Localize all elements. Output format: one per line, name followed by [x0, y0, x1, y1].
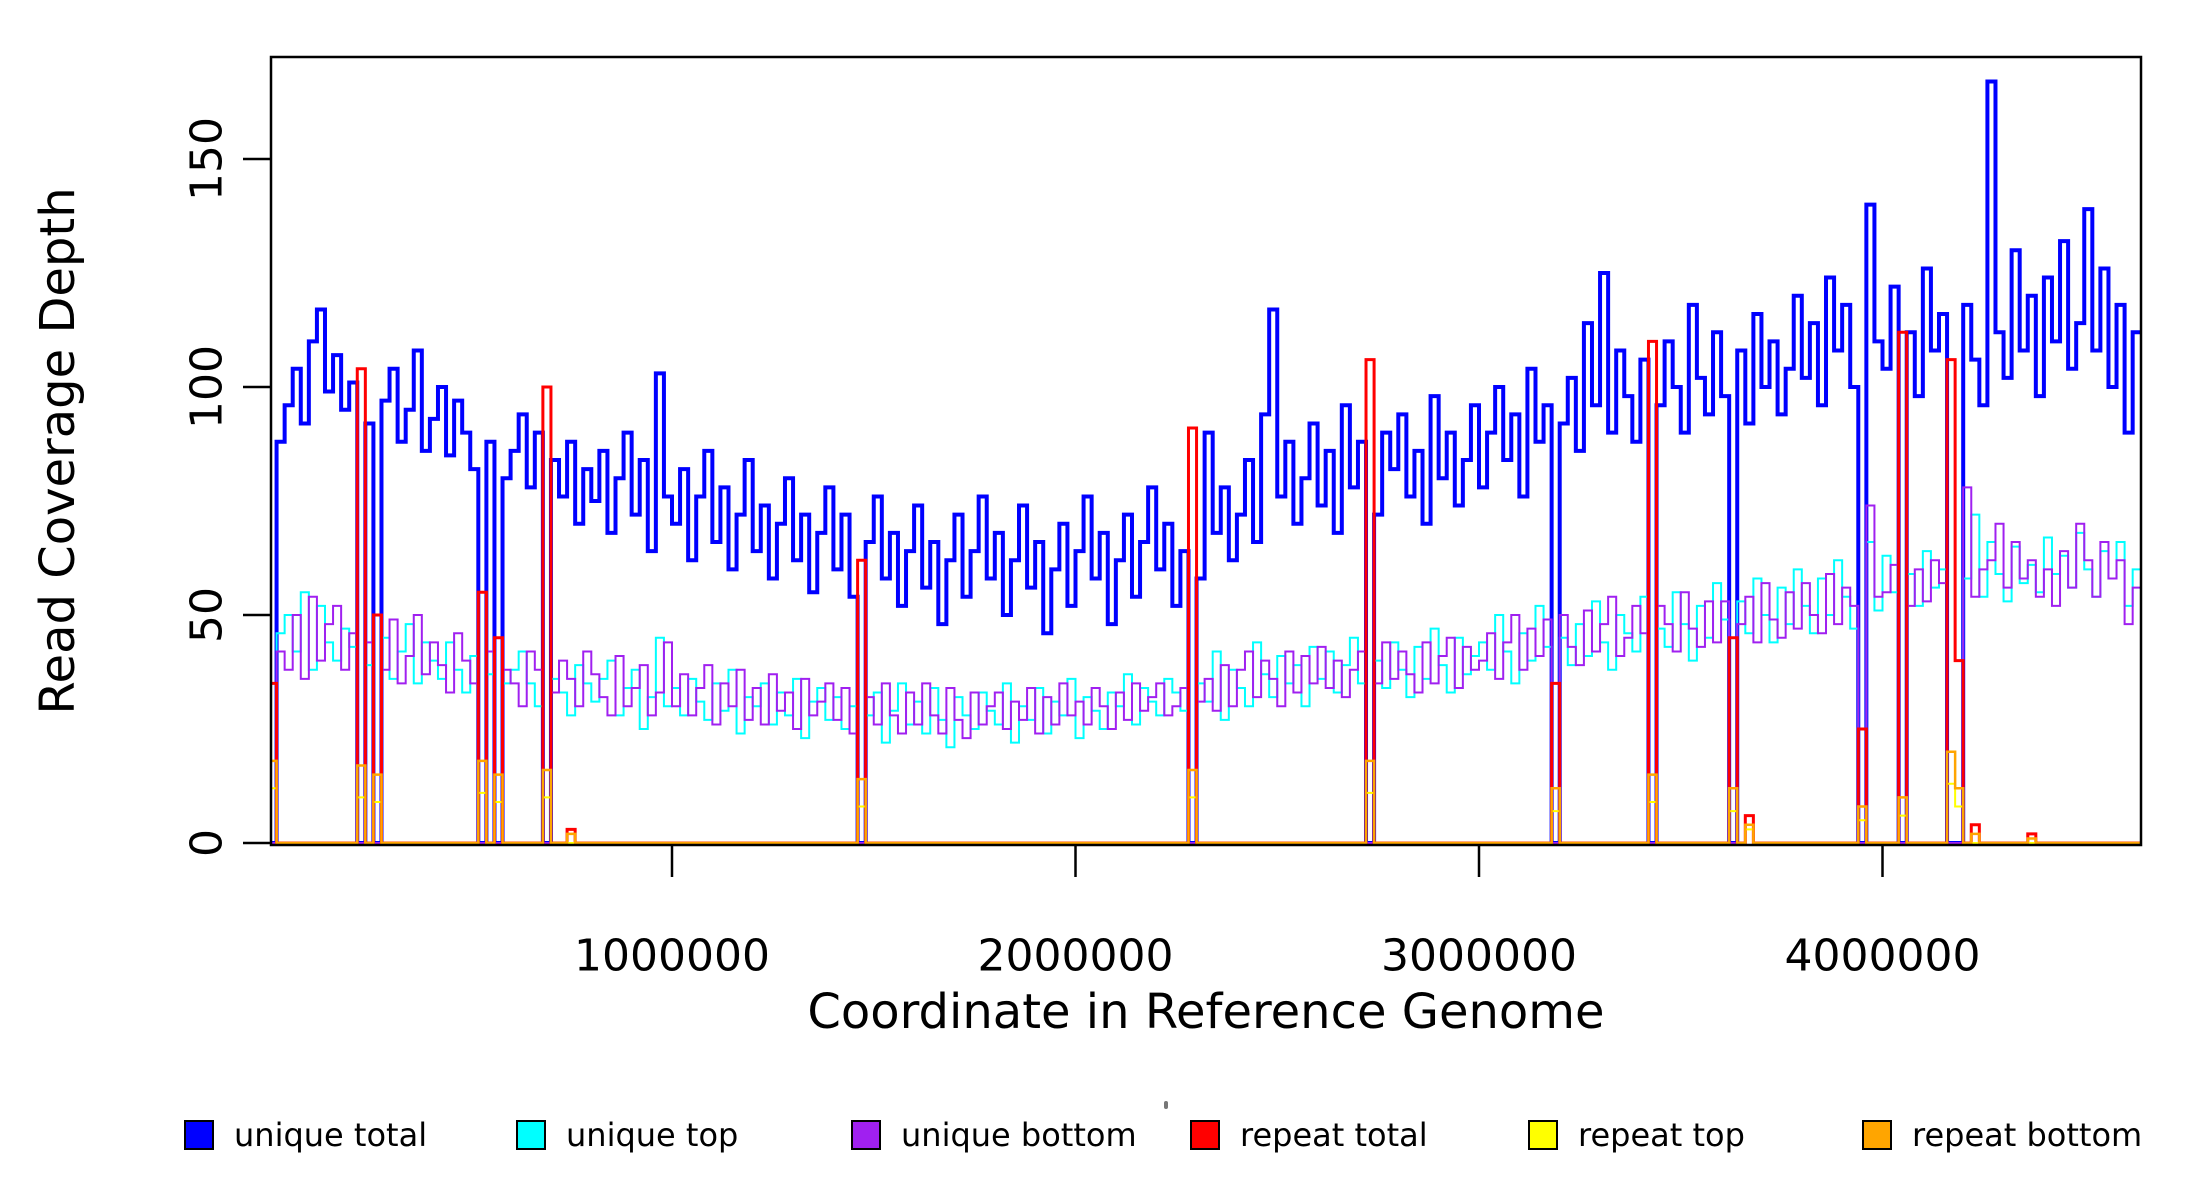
legend-item-unique-bottom: unique bottom — [851, 1116, 1137, 1154]
legend-swatch-repeat-bottom — [1862, 1120, 1892, 1150]
x-tick-label: 2000000 — [977, 930, 1174, 982]
legend-label: unique bottom — [901, 1116, 1137, 1154]
legend-label: unique top — [566, 1116, 739, 1154]
x-tick-label: 1000000 — [574, 930, 770, 982]
y-tick-label: 150 — [181, 117, 233, 201]
legend-label: repeat bottom — [1912, 1116, 2143, 1154]
legend-label: repeat top — [1578, 1116, 1745, 1154]
render-speck — [1164, 1101, 1168, 1109]
legend-item-unique-total: unique total — [184, 1116, 427, 1154]
x-axis-title: Coordinate in Reference Genome — [807, 984, 1605, 1040]
y-tick-label: 50 — [181, 587, 233, 643]
x-tick-label: 3000000 — [1381, 930, 1577, 982]
series-unique-bottom-line — [270, 486, 2141, 844]
y-tick-label: 100 — [181, 345, 233, 429]
plot-border — [269, 55, 2143, 847]
legend-item-repeat-top: repeat top — [1528, 1116, 1745, 1154]
x-tick-label: 4000000 — [1784, 930, 1981, 982]
legend-swatch-unique-total — [184, 1120, 214, 1150]
legend-swatch-repeat-top — [1528, 1120, 1558, 1150]
legend-swatch-unique-top — [516, 1120, 546, 1150]
y-axis-title: Read Coverage Depth — [30, 187, 86, 715]
series-unique-total-line — [270, 79, 2141, 845]
legend-swatch-unique-bottom — [851, 1120, 881, 1150]
legend-swatch-repeat-total — [1190, 1120, 1220, 1150]
legend-label: repeat total — [1240, 1116, 1428, 1154]
series-repeat-bottom-line — [270, 750, 2141, 845]
y-tick-label: 0 — [181, 829, 233, 857]
legend-item-repeat-total: repeat total — [1190, 1116, 1428, 1154]
legend-label: unique total — [234, 1116, 428, 1154]
legend-item-unique-top: unique top — [516, 1116, 738, 1154]
legend-item-repeat-bottom: repeat bottom — [1862, 1116, 2142, 1154]
